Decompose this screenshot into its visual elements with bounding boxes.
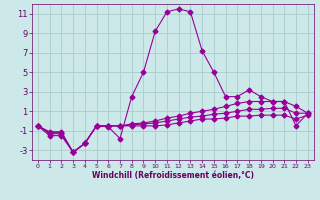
X-axis label: Windchill (Refroidissement éolien,°C): Windchill (Refroidissement éolien,°C): [92, 171, 254, 180]
